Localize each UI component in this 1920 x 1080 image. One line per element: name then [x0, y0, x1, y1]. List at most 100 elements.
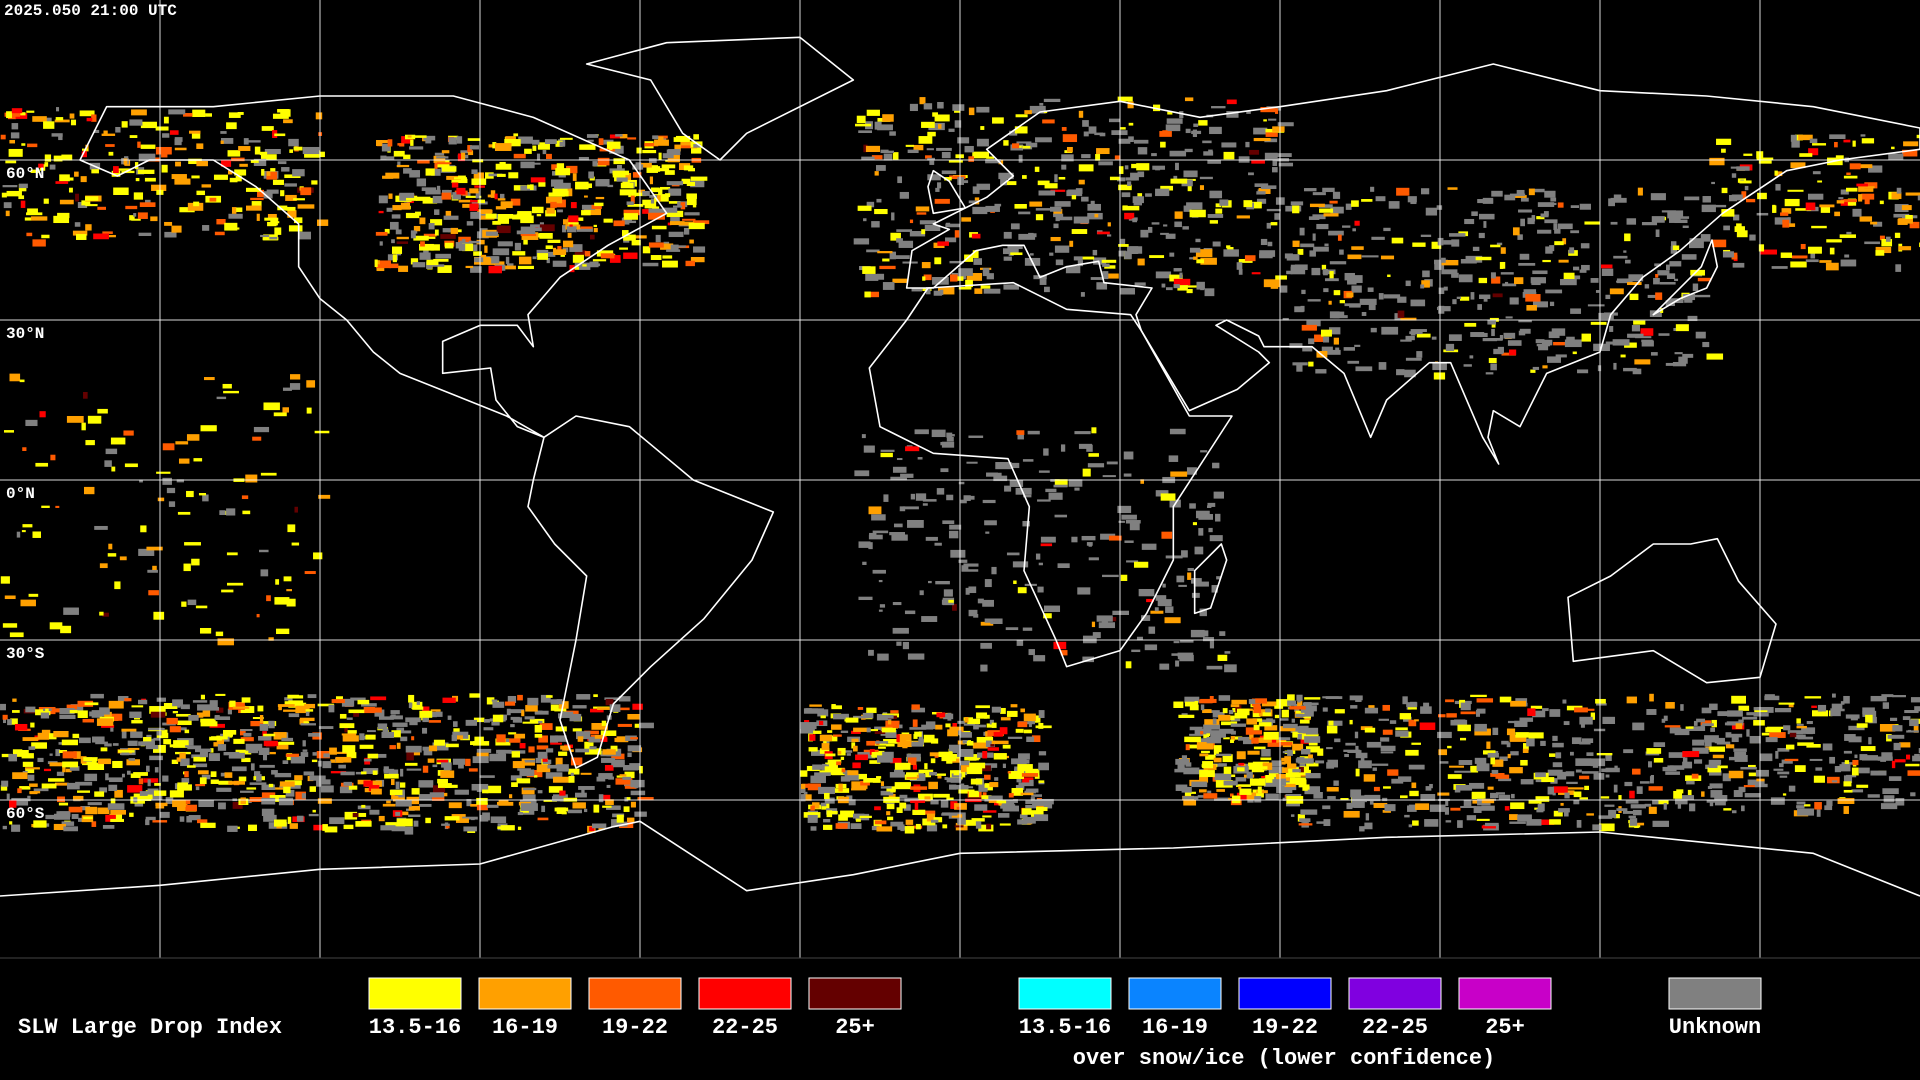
cloud-patch: [1902, 149, 1918, 157]
cloud-patch: [1647, 294, 1659, 298]
cloud-patch: [1294, 264, 1308, 271]
lat-labels: 60°N30°N0°N30°S60°S: [6, 165, 45, 823]
cloud-patch: [1370, 327, 1377, 333]
cloud-patch: [1355, 745, 1359, 753]
cloud-patch: [530, 184, 534, 191]
cloud-patch: [883, 739, 899, 744]
cloud-patch: [1300, 243, 1315, 248]
cloud-patch: [1016, 430, 1025, 435]
cloud-patch: [219, 510, 226, 516]
cloud-patch: [179, 752, 186, 759]
cloud-patch: [1844, 254, 1850, 258]
cloud-patch: [1278, 162, 1294, 167]
cloud-patch: [455, 818, 469, 823]
cloud-patch: [982, 268, 990, 277]
cloud-patch: [1452, 299, 1457, 305]
cloud-patch: [1644, 284, 1650, 289]
cloud-patch: [374, 259, 378, 268]
cloud-patch: [1265, 131, 1278, 137]
cloud-patch: [1405, 280, 1411, 287]
cloud-patch: [1469, 355, 1474, 359]
cloud-patch: [1118, 244, 1129, 247]
cloud-patch: [175, 441, 189, 445]
cloud-patch: [678, 245, 686, 248]
cloud-patch: [169, 744, 176, 748]
cloud-patch: [348, 785, 358, 790]
cloud-patch: [1219, 631, 1226, 636]
cloud-patch: [1351, 795, 1367, 803]
cloud-patch: [1914, 753, 1920, 757]
cloud-patch: [879, 265, 896, 270]
cloud-patch: [281, 737, 294, 742]
cloud-patch: [273, 732, 287, 740]
cloud-patch: [1301, 748, 1311, 755]
cloud-patch: [1360, 757, 1365, 762]
cloud-patch: [254, 146, 261, 155]
cloud-patch: [1210, 730, 1226, 738]
cloud-patch: [1758, 160, 1772, 164]
cloud-patch: [1328, 300, 1332, 305]
cloud-patch: [1023, 817, 1036, 824]
cloud-patch: [233, 227, 240, 230]
cloud-patch: [252, 717, 264, 720]
cloud-patch: [238, 146, 251, 151]
cloud-patch: [1049, 252, 1054, 256]
cloud-patch: [58, 802, 69, 806]
cloud-patch: [437, 783, 452, 788]
cloud-patch: [1033, 814, 1049, 822]
cloud-patch: [892, 627, 909, 634]
cloud-patch: [584, 748, 602, 755]
cloud-patch: [945, 723, 951, 728]
cloud-patch: [1196, 742, 1214, 750]
cloud-patch: [584, 195, 588, 198]
cloud-patch: [53, 823, 66, 831]
cloud-patch: [1829, 756, 1836, 764]
cloud-patch: [1756, 157, 1774, 161]
cloud-patch: [1094, 132, 1104, 136]
cloud-patch: [183, 563, 191, 572]
cloud-patch: [989, 719, 994, 725]
cloud-patch: [1659, 281, 1676, 285]
cloud-patch: [1187, 572, 1192, 580]
cloud-patch: [126, 770, 131, 775]
cloud-patch: [1182, 796, 1199, 800]
cloud-patch: [1859, 216, 1873, 222]
cloud-patch: [613, 220, 625, 227]
cloud-patch: [928, 781, 938, 790]
cloud-patch: [147, 727, 165, 731]
cloud-patch: [1608, 809, 1617, 818]
cloud-patch: [490, 190, 496, 198]
cloud-patch: [147, 779, 151, 787]
cloud-patch: [627, 713, 640, 720]
cloud-patch: [1029, 253, 1034, 256]
cloud-patch: [117, 789, 122, 796]
cloud-patch: [1022, 777, 1034, 786]
cloud-patch: [1868, 737, 1872, 745]
cloud-patch: [903, 804, 911, 811]
cloud-patch: [896, 734, 900, 743]
cloud-patch: [952, 603, 957, 611]
cloud-patch: [874, 208, 888, 215]
cloud-patch: [1566, 336, 1575, 342]
legend-swatch: [1348, 977, 1442, 1010]
cloud-patch: [1267, 742, 1282, 747]
cloud-patch: [197, 770, 209, 775]
cloud-patch: [1308, 361, 1314, 367]
cloud-patch: [1709, 204, 1727, 208]
cloud-patch: [972, 151, 990, 159]
cloud-patch: [282, 407, 289, 413]
cloud-patch: [1795, 208, 1812, 211]
cloud-patch: [1117, 505, 1132, 514]
cloud-patch: [1223, 151, 1235, 160]
cloud-patch: [1201, 750, 1210, 754]
cloud-patch: [921, 229, 926, 235]
cloud-patch: [350, 697, 366, 701]
cloud-patch: [55, 749, 61, 757]
cloud-patch: [881, 751, 894, 759]
cloud-patch: [929, 160, 935, 165]
cloud-patch: [931, 429, 946, 438]
cloud-patch: [1682, 353, 1694, 358]
cloud-patch: [1514, 720, 1528, 727]
cloud-patch: [287, 816, 292, 824]
cloud-patch: [1415, 803, 1430, 810]
